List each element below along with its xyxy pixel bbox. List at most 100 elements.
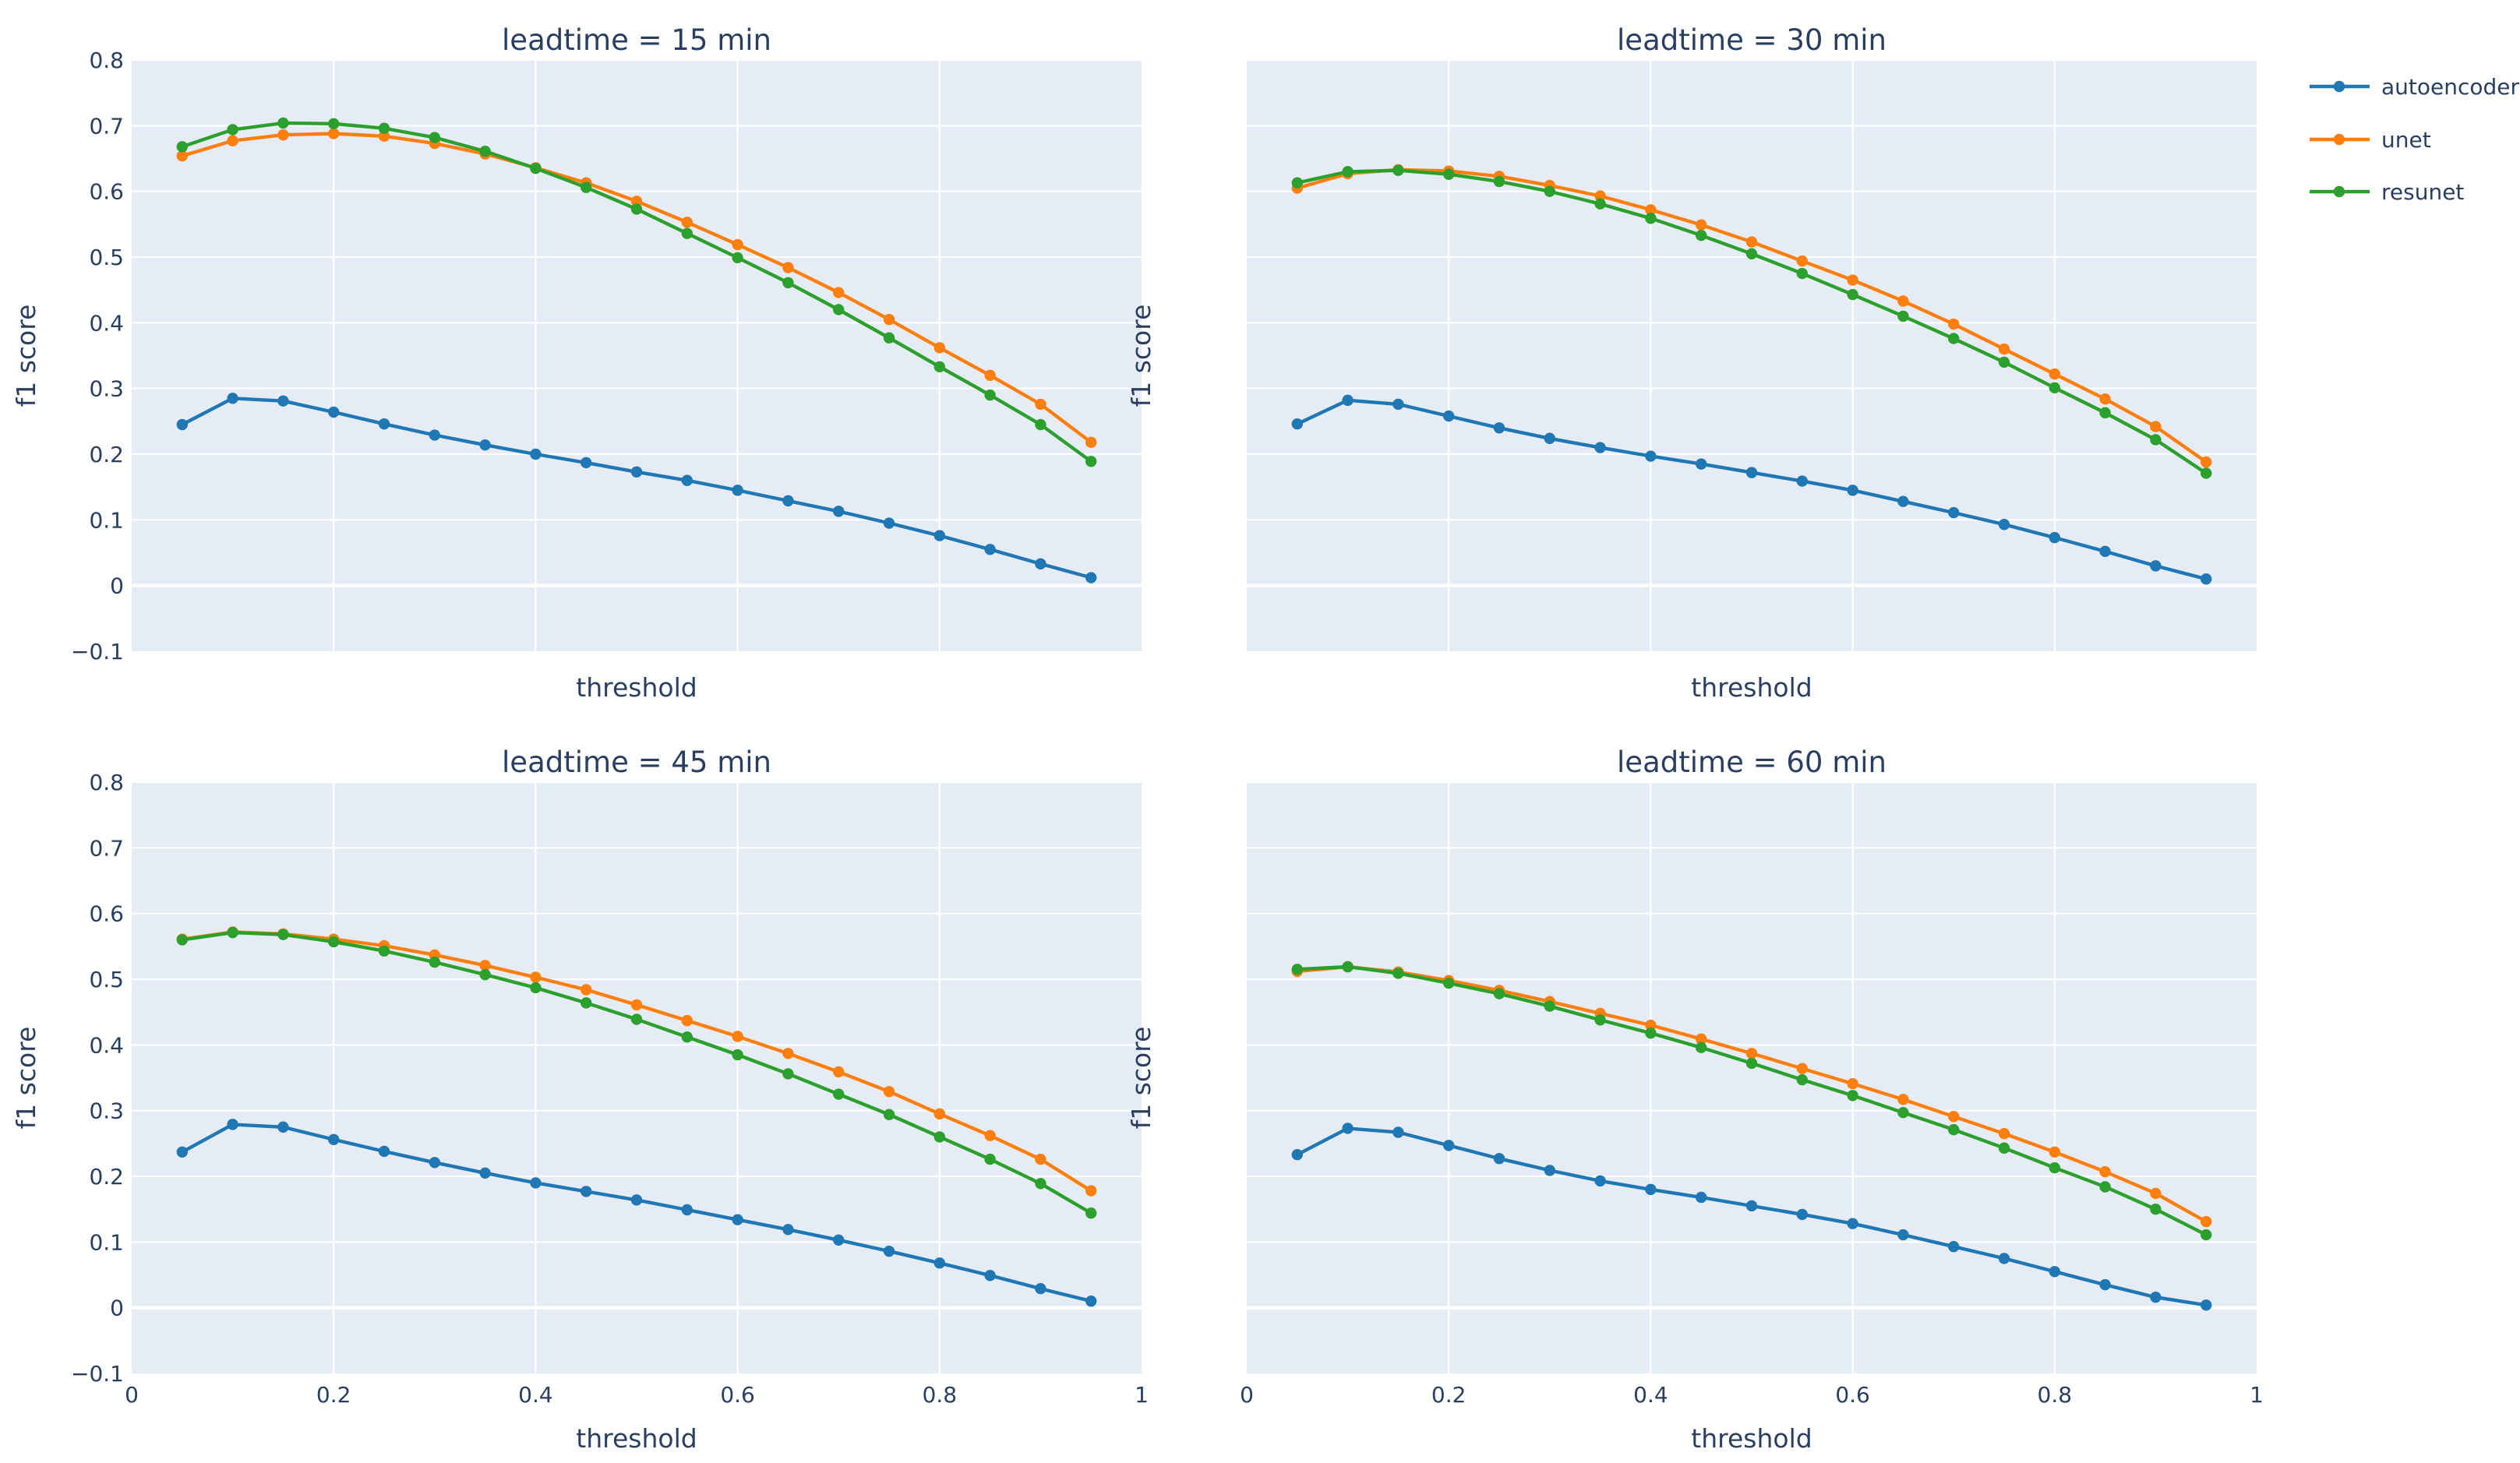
data-point-autoencoder <box>1035 558 1046 570</box>
legend-item-resunet[interactable]: resunet <box>2310 179 2464 205</box>
data-point-resunet <box>1443 977 1455 989</box>
data-point-unet <box>1998 343 2010 355</box>
series-autoencoder <box>176 393 1097 583</box>
data-point-unet <box>176 150 188 162</box>
y-tick-label: 0.4 <box>89 1032 124 1058</box>
y-tick-label: −0.1 <box>71 1361 124 1387</box>
plot-background <box>1247 60 2257 651</box>
data-point-resunet <box>1998 356 2010 368</box>
data-point-autoencoder <box>1897 1229 1909 1241</box>
data-point-unet <box>1645 1019 1657 1031</box>
data-point-resunet <box>1544 185 1556 197</box>
data-point-unet <box>479 960 491 971</box>
x-tick-label: 1 <box>2250 1382 2264 1408</box>
data-point-resunet <box>1745 248 1758 259</box>
x-tick-label: 0.4 <box>518 1382 553 1408</box>
data-point-unet <box>1696 219 1707 231</box>
legend-item-unet[interactable]: unet <box>2310 127 2431 153</box>
data-point-unet <box>833 1066 845 1078</box>
data-point-resunet <box>1342 166 1354 178</box>
data-point-autoencoder <box>1594 1175 1606 1187</box>
data-point-resunet <box>1544 1000 1556 1012</box>
plot-background <box>132 782 1142 1373</box>
data-point-unet <box>782 1048 794 1059</box>
data-point-autoencoder <box>1342 394 1354 407</box>
data-point-autoencoder <box>1392 398 1404 411</box>
data-point-resunet <box>1493 988 1505 999</box>
data-point-autoencoder <box>1998 1253 2010 1264</box>
data-point-autoencoder <box>681 474 693 486</box>
data-point-autoencoder <box>2099 1278 2111 1291</box>
data-point-resunet <box>833 1088 845 1100</box>
data-point-autoencoder <box>1544 1165 1556 1176</box>
data-point-resunet <box>833 304 845 316</box>
data-point-resunet <box>934 361 946 373</box>
legend-swatch-marker <box>2333 80 2345 93</box>
data-point-resunet <box>530 162 542 175</box>
data-point-autoencoder <box>429 1157 440 1169</box>
series-autoencoder <box>1291 394 2212 585</box>
data-point-resunet <box>1342 961 1354 973</box>
data-point-resunet <box>1085 456 1097 467</box>
data-point-autoencoder <box>277 395 289 407</box>
data-point-unet <box>984 1130 996 1141</box>
series-resunet <box>176 926 1097 1219</box>
data-point-resunet <box>581 182 592 193</box>
data-point-unet <box>2150 1187 2162 1200</box>
y-axis-title: f1 score <box>11 1027 41 1130</box>
data-point-resunet <box>1796 267 1808 280</box>
data-point-unet <box>732 238 743 251</box>
data-point-resunet <box>1696 1042 1707 1053</box>
data-point-unet <box>1796 1063 1808 1074</box>
data-point-autoencoder <box>1493 1153 1505 1165</box>
data-point-autoencoder <box>1847 1218 1858 1229</box>
series-autoencoder <box>1291 1123 2212 1311</box>
subplot-title: leadtime = 45 min <box>502 746 771 779</box>
data-point-autoencoder <box>1544 432 1556 444</box>
data-point-resunet <box>1085 1207 1097 1219</box>
data-point-resunet <box>883 1109 895 1120</box>
data-point-autoencoder <box>1948 506 1960 519</box>
data-point-resunet <box>479 146 491 157</box>
data-point-resunet <box>732 252 743 264</box>
data-point-resunet <box>1897 1106 1909 1119</box>
x-axis-title: threshold <box>576 1423 697 1454</box>
data-point-resunet <box>2049 1162 2060 1174</box>
subplot-3: −0.100.10.20.30.40.50.60.70.80 0.2 0.4 0.6 0… <box>11 746 1149 1454</box>
data-point-unet <box>1948 1111 1960 1123</box>
data-point-resunet <box>1291 177 1304 189</box>
data-point-resunet <box>1493 175 1505 188</box>
data-point-resunet <box>277 929 289 940</box>
data-point-unet <box>1998 1127 2010 1140</box>
data-point-autoencoder <box>1948 1241 1960 1253</box>
data-point-resunet <box>630 203 643 215</box>
x-tick-label: 0.6 <box>1835 1382 1870 1408</box>
data-point-unet <box>1897 1094 1909 1105</box>
series-resunet <box>176 117 1097 467</box>
data-point-resunet <box>1392 968 1404 979</box>
data-point-unet <box>1085 1185 1097 1197</box>
plot-background <box>1247 782 2257 1373</box>
data-point-resunet <box>581 997 592 1009</box>
data-point-resunet <box>2150 434 2162 446</box>
y-tick-label: 0.4 <box>89 310 124 336</box>
data-point-resunet <box>176 934 188 946</box>
data-point-resunet <box>2099 407 2111 419</box>
data-point-resunet <box>681 227 693 239</box>
data-point-resunet <box>782 1068 794 1080</box>
x-axis-title: threshold <box>1691 672 1812 703</box>
x-tick-label: 0.2 <box>1431 1382 1466 1408</box>
data-point-unet <box>1745 236 1758 248</box>
data-point-unet <box>530 971 542 983</box>
data-point-autoencoder <box>530 1177 542 1189</box>
data-point-autoencoder <box>378 418 390 430</box>
legend-item-autoencoder[interactable]: autoencoder <box>2310 74 2520 100</box>
data-point-unet <box>581 984 592 996</box>
data-point-unet <box>227 135 238 146</box>
data-point-autoencoder <box>2201 573 2212 585</box>
data-point-resunet <box>630 1014 643 1025</box>
data-point-autoencoder <box>681 1204 693 1216</box>
data-point-unet <box>2099 1165 2111 1178</box>
data-point-autoencoder <box>1085 572 1097 583</box>
